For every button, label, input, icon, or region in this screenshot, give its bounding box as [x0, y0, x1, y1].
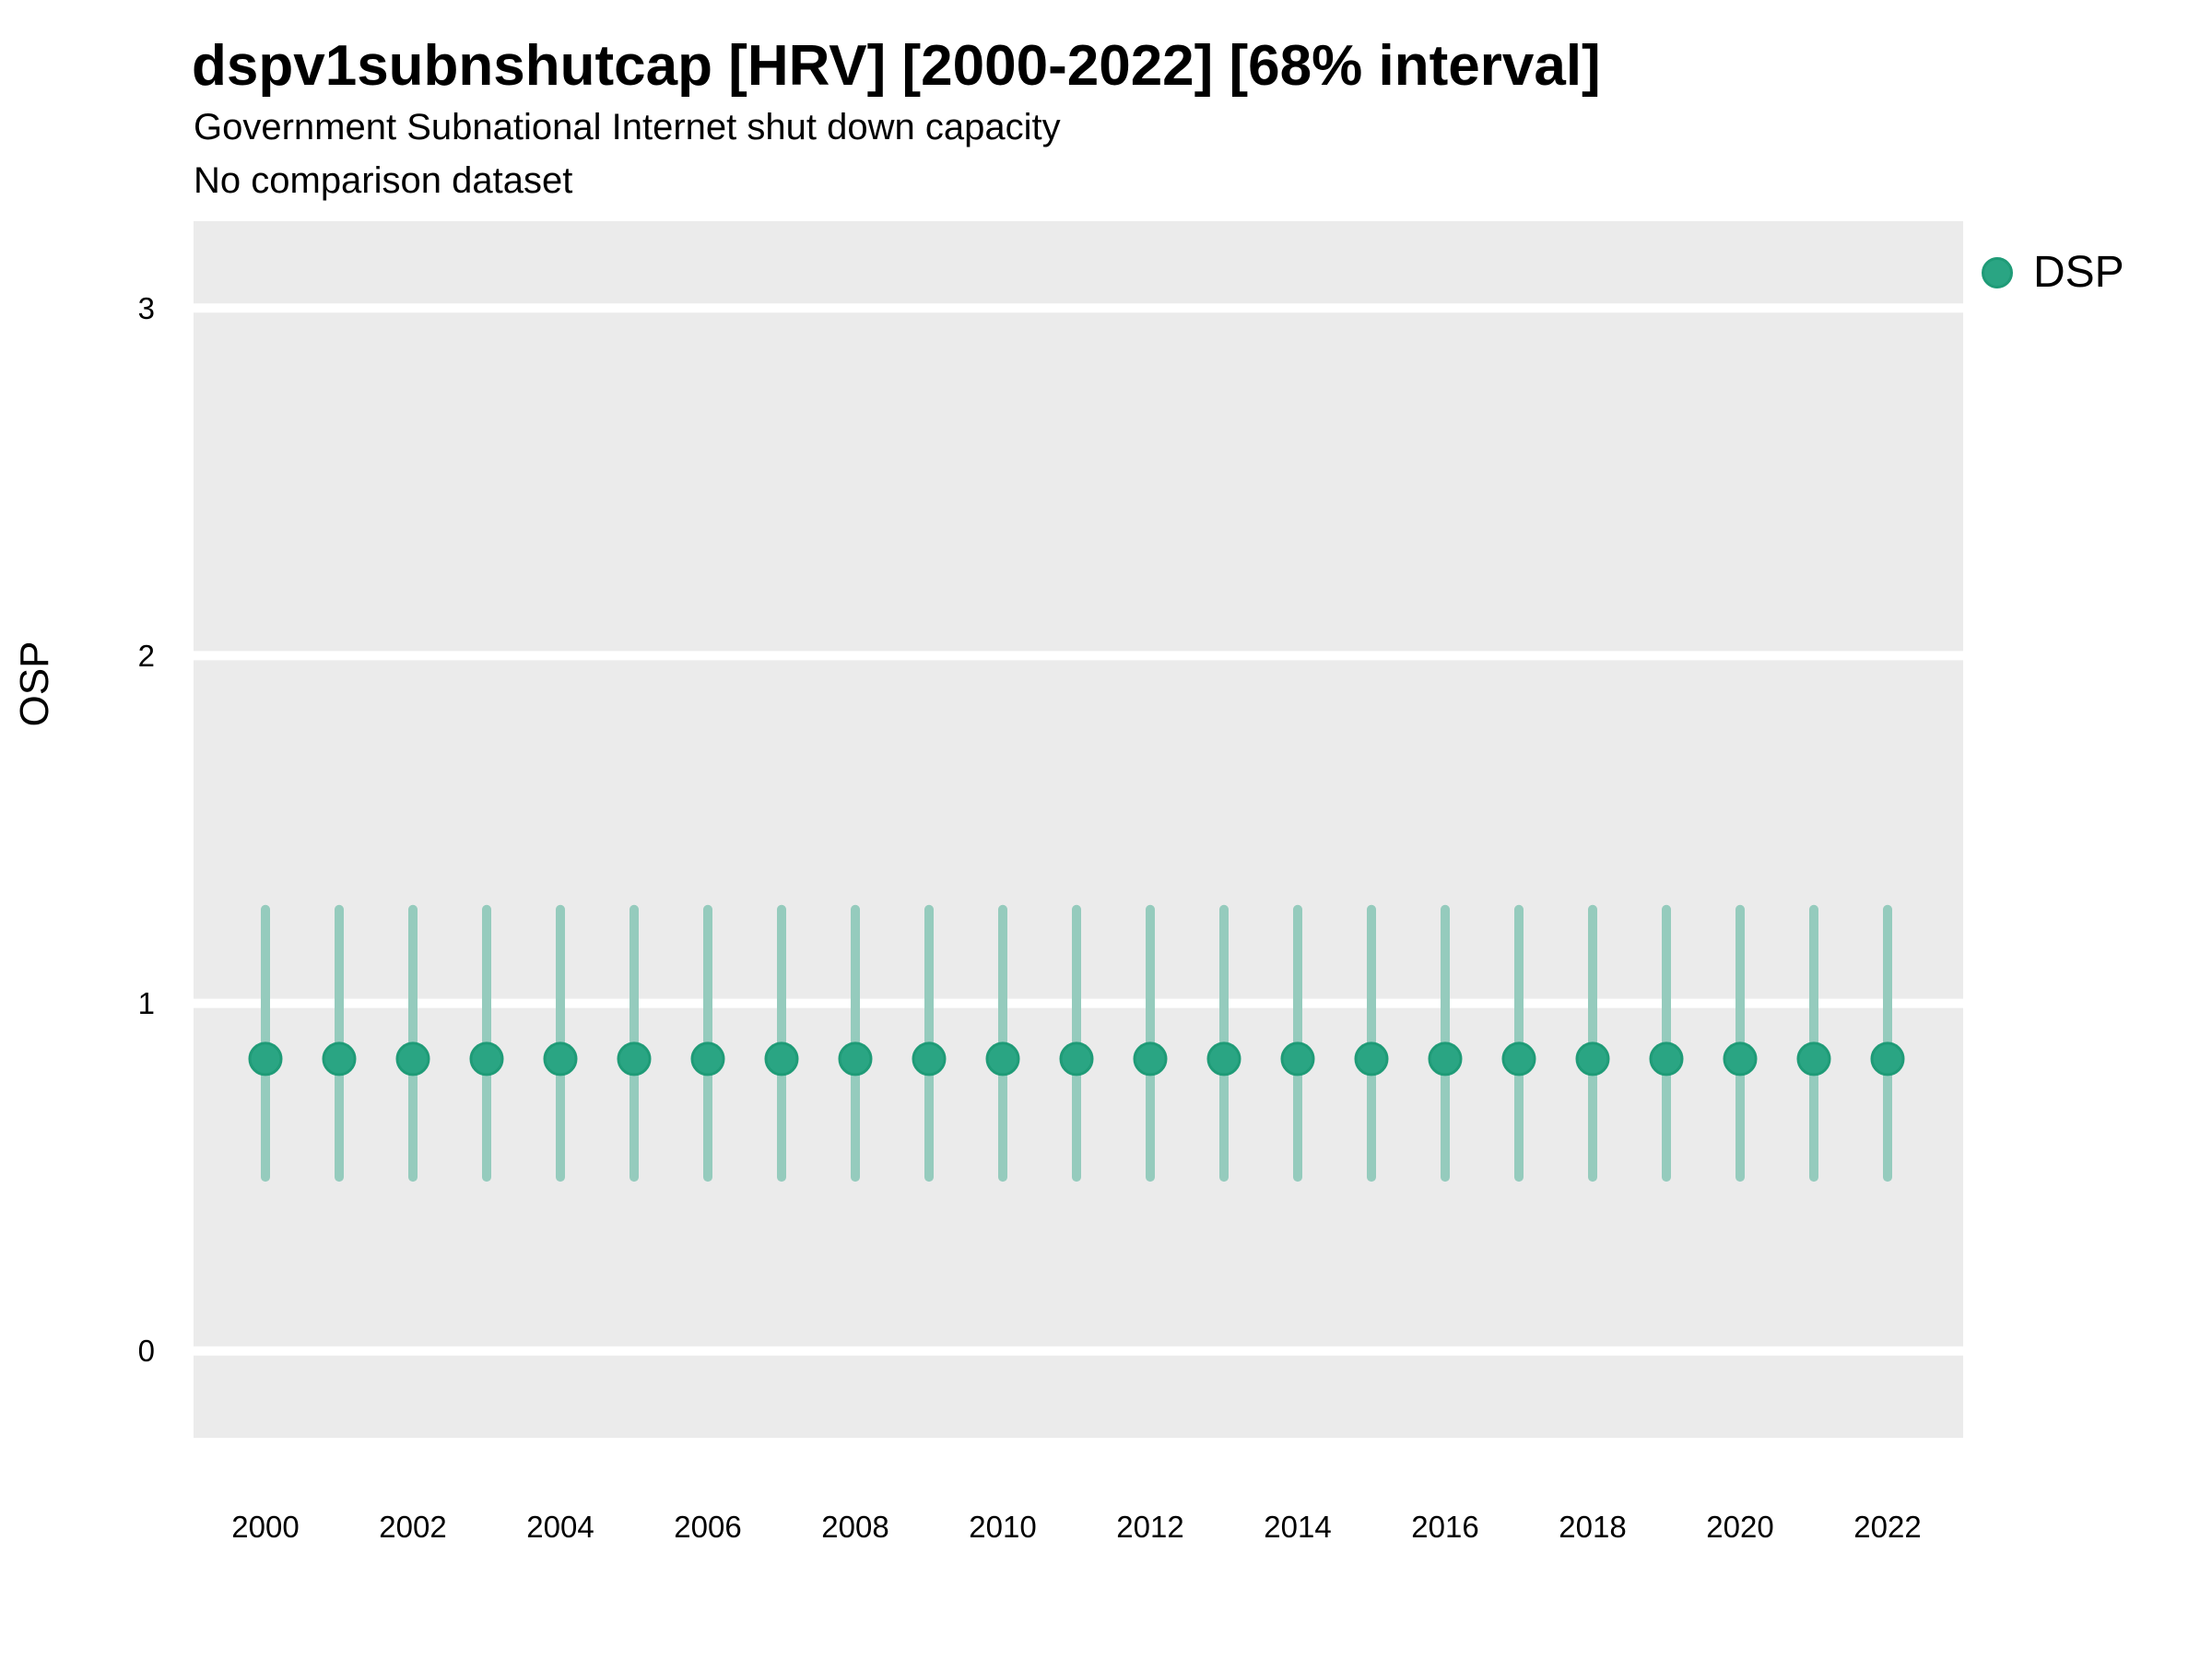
x-tick-label: 2000 — [231, 1510, 299, 1544]
data-point-2007 — [764, 1041, 799, 1077]
data-point-2009 — [912, 1041, 947, 1077]
x-tick-label: 2008 — [821, 1510, 888, 1544]
y-tick-label: 3 — [138, 291, 155, 325]
data-point-2016 — [1428, 1041, 1463, 1077]
data-point-2020 — [1723, 1041, 1758, 1077]
x-tick-label: 2004 — [526, 1510, 594, 1544]
data-point-2004 — [543, 1041, 578, 1077]
chart-panel — [194, 221, 1963, 1438]
data-point-2000 — [248, 1041, 283, 1077]
x-tick-label: 2002 — [379, 1510, 446, 1544]
page-subtitle-note: No comparison dataset — [194, 160, 573, 201]
y-tick-label: 1 — [138, 986, 155, 1020]
data-point-2018 — [1575, 1041, 1610, 1077]
x-tick-label: 2020 — [1706, 1510, 1773, 1544]
data-point-2001 — [322, 1041, 357, 1077]
x-tick-label: 2022 — [1853, 1510, 1921, 1544]
data-point-2006 — [690, 1041, 725, 1077]
x-tick-label: 2014 — [1264, 1510, 1331, 1544]
data-point-2015 — [1354, 1041, 1389, 1077]
data-point-2002 — [395, 1041, 430, 1077]
data-point-2003 — [469, 1041, 504, 1077]
y-tick-label: 0 — [138, 1334, 155, 1368]
x-tick-label: 2012 — [1116, 1510, 1183, 1544]
page-subtitle: Government Subnational Internet shut dow… — [194, 107, 1061, 147]
y-tick-label: 2 — [138, 639, 155, 673]
x-tick-label: 2010 — [969, 1510, 1036, 1544]
data-point-2010 — [985, 1041, 1020, 1077]
legend-label-dsp: DSP — [2033, 248, 2124, 297]
data-point-2019 — [1649, 1041, 1684, 1077]
x-tick-label: 2016 — [1411, 1510, 1478, 1544]
data-point-2017 — [1501, 1041, 1536, 1077]
legend-swatch-dsp — [1982, 256, 2013, 288]
y-axis-title: OSP — [12, 641, 57, 727]
data-point-2011 — [1059, 1041, 1094, 1077]
data-point-2005 — [617, 1041, 652, 1077]
data-point-2012 — [1133, 1041, 1168, 1077]
page-title: dspv1subnshutcap [HRV] [2000-2022] [68% … — [192, 34, 1601, 98]
data-point-2021 — [1796, 1041, 1831, 1077]
data-point-2013 — [1206, 1041, 1241, 1077]
data-point-2014 — [1280, 1041, 1315, 1077]
x-tick-label: 2018 — [1559, 1510, 1626, 1544]
legend: DSP — [1982, 247, 2124, 298]
data-point-2022 — [1870, 1041, 1905, 1077]
data-point-2008 — [838, 1041, 873, 1077]
x-tick-label: 2006 — [674, 1510, 741, 1544]
